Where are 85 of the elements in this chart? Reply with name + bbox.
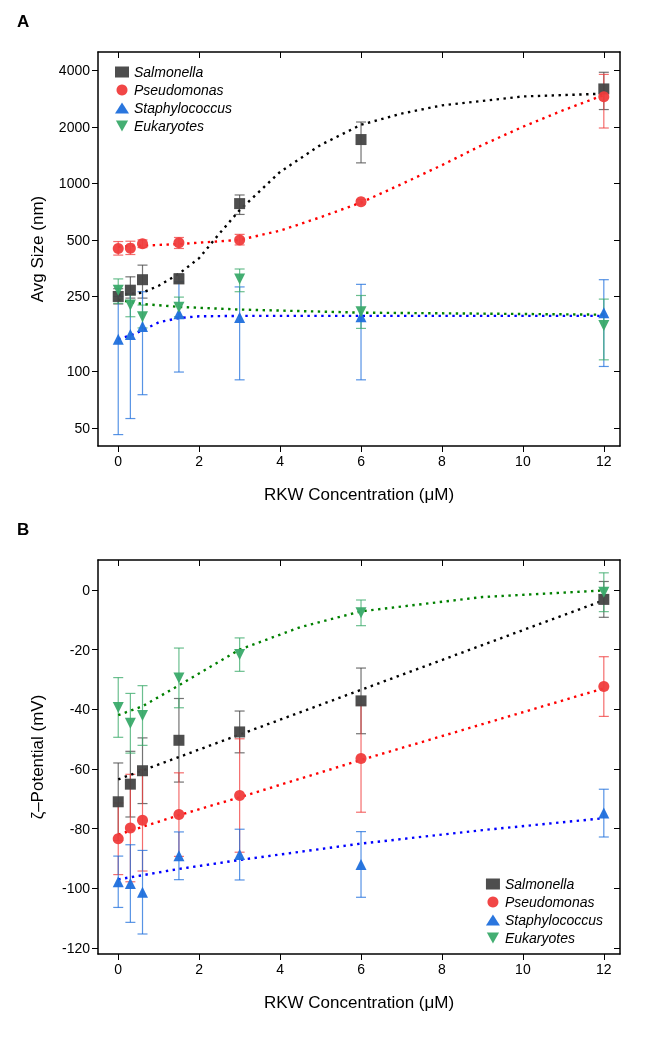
legend-label: Pseudomonas bbox=[504, 894, 595, 910]
point bbox=[234, 849, 246, 861]
point bbox=[112, 284, 124, 296]
point bbox=[598, 307, 610, 319]
point bbox=[598, 593, 610, 605]
point bbox=[112, 876, 124, 888]
point bbox=[112, 796, 124, 808]
point bbox=[173, 809, 185, 821]
point bbox=[112, 833, 124, 845]
point bbox=[234, 790, 246, 801]
x-tick-label: 12 bbox=[596, 961, 612, 977]
point bbox=[234, 312, 246, 324]
y-tick-label: 500 bbox=[66, 231, 91, 248]
chart-title: A bbox=[17, 12, 30, 31]
chart-title: B bbox=[17, 520, 30, 539]
y-tick-label: 50 bbox=[74, 419, 91, 436]
y-tick-label: -120 bbox=[61, 940, 91, 957]
y-tick-label: 4000 bbox=[58, 62, 91, 79]
y-tick-label: 1000 bbox=[58, 175, 91, 192]
point bbox=[137, 765, 149, 777]
point bbox=[173, 672, 185, 684]
point bbox=[137, 311, 149, 323]
point bbox=[112, 333, 124, 345]
y-tick-label: -80 bbox=[69, 820, 91, 837]
point bbox=[355, 695, 367, 707]
point bbox=[173, 734, 185, 746]
point bbox=[124, 717, 136, 729]
point bbox=[234, 198, 246, 210]
x-tick-label: 0 bbox=[114, 961, 123, 977]
legend-label: Pseudomonas bbox=[134, 82, 224, 98]
point bbox=[355, 858, 367, 870]
x-tick-label: 6 bbox=[357, 453, 366, 469]
point bbox=[598, 807, 610, 819]
legend-label: Eukaryotes bbox=[134, 118, 205, 134]
legend-label: Eukaryotes bbox=[504, 930, 575, 946]
y-tick-label: 2000 bbox=[58, 118, 91, 135]
x-tick-label: 4 bbox=[276, 961, 285, 977]
y-tick-label: -100 bbox=[61, 880, 91, 897]
point bbox=[355, 607, 367, 619]
point bbox=[137, 274, 149, 286]
y-axis-title: Avg Size (nm) bbox=[28, 195, 47, 303]
y-tick-label: -40 bbox=[69, 701, 91, 718]
point bbox=[137, 321, 149, 332]
point bbox=[124, 822, 136, 834]
x-tick-label: 4 bbox=[276, 453, 285, 469]
x-tick-label: 0 bbox=[114, 453, 123, 469]
point bbox=[137, 814, 149, 826]
y-tick-label: 100 bbox=[66, 363, 91, 380]
y-tick-label: -60 bbox=[69, 760, 91, 777]
point bbox=[137, 886, 149, 898]
point bbox=[234, 273, 246, 285]
point bbox=[112, 701, 124, 713]
x-tick-label: 8 bbox=[438, 961, 447, 977]
y-axis-title: ζ–Potential (mV) bbox=[28, 694, 47, 820]
point bbox=[598, 681, 610, 693]
x-tick-label: 8 bbox=[438, 453, 447, 469]
x-axis-title: RKW Concentration (μM) bbox=[263, 485, 455, 504]
legend-label: Salmonella bbox=[504, 876, 575, 892]
point bbox=[598, 586, 610, 598]
x-tick-label: 2 bbox=[195, 453, 204, 469]
point bbox=[355, 752, 367, 764]
x-tick-label: 10 bbox=[515, 961, 531, 977]
point bbox=[598, 91, 610, 103]
x-tick-label: 10 bbox=[515, 453, 531, 469]
point bbox=[124, 778, 136, 790]
legend-label: Salmonella bbox=[134, 64, 204, 80]
legend-label: Staphylococcus bbox=[134, 100, 233, 116]
y-tick-label: 0 bbox=[82, 581, 91, 598]
point bbox=[234, 649, 246, 661]
point bbox=[124, 878, 136, 890]
x-axis-title: RKW Concentration (μM) bbox=[263, 993, 455, 1012]
x-tick-label: 2 bbox=[195, 961, 204, 977]
x-tick-label: 6 bbox=[357, 961, 366, 977]
point bbox=[137, 710, 149, 722]
y-tick-label: 250 bbox=[66, 288, 91, 305]
point bbox=[173, 850, 185, 862]
point bbox=[234, 726, 246, 738]
point bbox=[124, 328, 136, 340]
point bbox=[355, 134, 367, 146]
y-tick-label: -20 bbox=[69, 641, 91, 658]
point bbox=[173, 301, 185, 313]
legend-label: Staphylococcus bbox=[504, 912, 604, 928]
x-tick-label: 12 bbox=[596, 453, 612, 469]
point bbox=[598, 320, 610, 332]
point bbox=[355, 306, 367, 318]
